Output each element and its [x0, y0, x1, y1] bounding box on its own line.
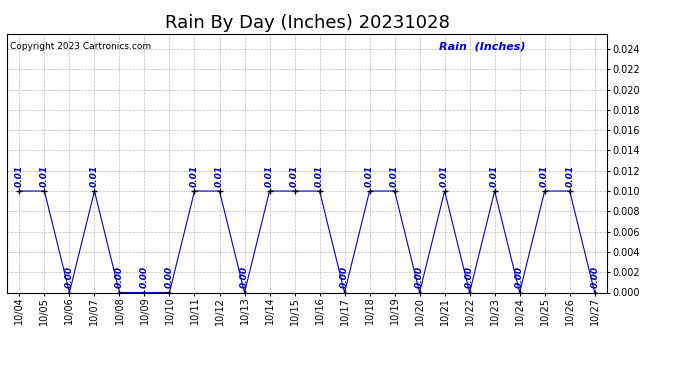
- Text: 0.00: 0.00: [240, 266, 249, 288]
- Text: 0.01: 0.01: [390, 165, 399, 187]
- Text: 0.00: 0.00: [140, 266, 149, 288]
- Text: 0.00: 0.00: [340, 266, 349, 288]
- Text: 0.00: 0.00: [415, 266, 424, 288]
- Text: 0.00: 0.00: [165, 266, 174, 288]
- Text: 0.01: 0.01: [265, 165, 274, 187]
- Text: 0.01: 0.01: [565, 165, 574, 187]
- Title: Rain By Day (Inches) 20231028: Rain By Day (Inches) 20231028: [165, 14, 449, 32]
- Text: 0.01: 0.01: [40, 165, 49, 187]
- Text: 0.01: 0.01: [365, 165, 374, 187]
- Text: 0.00: 0.00: [115, 266, 124, 288]
- Text: 0.00: 0.00: [465, 266, 474, 288]
- Text: 0.01: 0.01: [490, 165, 499, 187]
- Text: 0.00: 0.00: [65, 266, 74, 288]
- Text: 0.00: 0.00: [590, 266, 599, 288]
- Text: 0.01: 0.01: [540, 165, 549, 187]
- Text: 0.01: 0.01: [215, 165, 224, 187]
- Text: Rain  (Inches): Rain (Inches): [439, 42, 526, 51]
- Text: 0.01: 0.01: [15, 165, 24, 187]
- Text: 0.00: 0.00: [515, 266, 524, 288]
- Text: 0.01: 0.01: [190, 165, 199, 187]
- Text: 0.01: 0.01: [290, 165, 299, 187]
- Text: Copyright 2023 Cartronics.com: Copyright 2023 Cartronics.com: [10, 42, 151, 51]
- Text: 0.01: 0.01: [315, 165, 324, 187]
- Text: 0.01: 0.01: [90, 165, 99, 187]
- Text: 0.01: 0.01: [440, 165, 449, 187]
